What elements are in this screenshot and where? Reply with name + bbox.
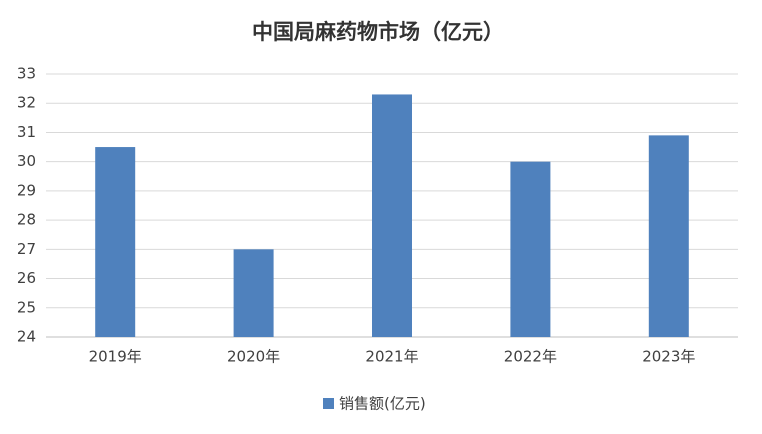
bar: [233, 249, 274, 337]
x-tick-label: 2020年: [227, 348, 280, 366]
y-tick-label: 32: [17, 94, 36, 112]
x-tick-label: 2019年: [89, 348, 142, 366]
y-tick-label: 25: [17, 298, 36, 316]
y-tick-label: 33: [17, 65, 36, 83]
y-tick-label: 29: [17, 181, 36, 199]
y-tick-label: 28: [17, 211, 36, 229]
chart-title: 中国局麻药物市场（亿元）: [252, 20, 504, 44]
bar: [95, 147, 136, 337]
y-tick-label: 31: [17, 123, 36, 141]
bar: [372, 94, 412, 337]
y-tick-label: 30: [17, 152, 36, 170]
legend-label: 销售额(亿元): [339, 395, 426, 413]
x-tick-label: 2022年: [504, 348, 557, 366]
x-tick-label: 2021年: [365, 348, 418, 366]
bar: [648, 135, 689, 337]
legend-swatch: [323, 398, 334, 409]
y-tick-label: 26: [17, 269, 36, 287]
bar: [510, 161, 551, 337]
y-tick-label: 27: [17, 240, 36, 258]
y-tick-label: 24: [17, 328, 36, 346]
x-tick-label: 2023年: [642, 348, 695, 366]
